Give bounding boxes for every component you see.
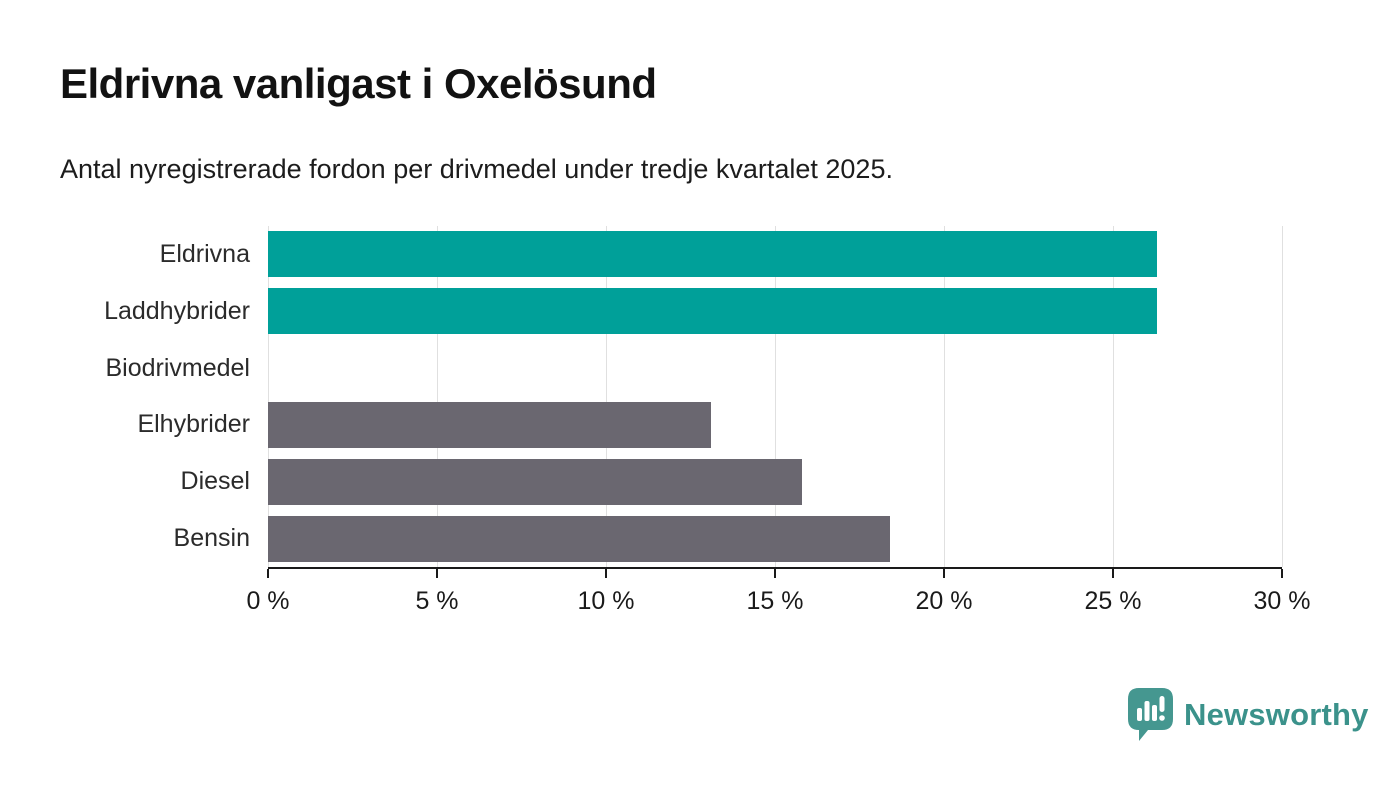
bar-row-elhybrider — [268, 396, 1282, 453]
x-tick-label-5: 5 % — [415, 587, 459, 615]
x-tick-mark-5 — [436, 569, 438, 578]
newsworthy-logo-text: Newsworthy — [1184, 697, 1369, 732]
x-tick-mark-25 — [1112, 569, 1114, 578]
x-tick-mark-30 — [1281, 569, 1283, 578]
gridline-5 — [437, 226, 438, 567]
newsworthy-brand: Newsworthy — [1128, 688, 1369, 742]
x-tick-label-20: 20 % — [915, 587, 973, 615]
gridline-0 — [268, 226, 269, 567]
x-tick-mark-15 — [774, 569, 776, 578]
bar-diesel — [268, 458, 803, 505]
x-axis: 0 % 5 % 10 % 15 % 20 % 25 % 30 % — [246, 567, 1310, 627]
category-label-laddhybrider: Laddhybrider — [104, 296, 250, 325]
category-label-eldrivna: Eldrivna — [159, 239, 250, 268]
plot-area — [268, 226, 1283, 569]
logo-bar-2 — [1144, 701, 1150, 721]
category-label-elhybrider: Elhybrider — [137, 410, 250, 439]
x-tick-mark-10 — [605, 569, 607, 578]
gridline-30 — [1282, 226, 1283, 567]
gridline-10 — [606, 226, 607, 567]
category-label-biodrivmedel: Biodrivmedel — [105, 353, 250, 382]
x-tick-label-10: 10 % — [577, 587, 635, 615]
x-tick-label-25: 25 % — [1084, 587, 1142, 615]
logo-exclamation-dot — [1159, 715, 1165, 721]
logo-exclamation-stem — [1159, 696, 1165, 712]
bar-chart: Eldrivna Laddhybrider Biodrivmedel Elhybrid… — [0, 226, 1400, 626]
gridline-20 — [944, 226, 945, 567]
x-tick-mark-0 — [267, 569, 269, 578]
chart-title: Eldrivna vanligast i Oxelösund — [60, 60, 657, 107]
logo-bar-1 — [1137, 708, 1142, 721]
x-axis-line — [268, 567, 1282, 569]
category-label-diesel: Diesel — [180, 467, 250, 496]
newsworthy-logo-icon — [1128, 688, 1173, 741]
bar-row-laddhybrider — [268, 283, 1282, 340]
bar-row-bensin — [268, 510, 1282, 567]
bar-row-eldrivna — [268, 226, 1282, 283]
x-tick-label-30: 30 % — [1253, 587, 1311, 615]
bar-row-biodrivmedel — [268, 340, 1282, 397]
gridline-15 — [775, 226, 776, 567]
bars-container — [268, 226, 1282, 567]
x-tick-mark-20 — [943, 569, 945, 578]
bar-bensin — [268, 515, 890, 562]
bar-laddhybrider — [268, 288, 1157, 335]
chart-subtitle: Antal nyregistrerade fordon per drivmede… — [60, 154, 893, 184]
bar-elhybrider — [268, 401, 711, 448]
x-tick-label-15: 15 % — [746, 587, 804, 615]
logo-bar-3 — [1152, 705, 1157, 721]
gridline-25 — [1113, 226, 1114, 567]
x-tick-label-0: 0 % — [246, 587, 290, 615]
category-labels: Eldrivna Laddhybrider Biodrivmedel Elhybrid… — [0, 226, 250, 567]
bar-row-diesel — [268, 453, 1282, 510]
bar-eldrivna — [268, 231, 1157, 278]
category-label-bensin: Bensin — [173, 524, 250, 553]
